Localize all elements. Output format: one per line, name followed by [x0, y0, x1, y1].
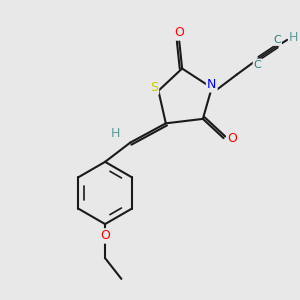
Text: H: H — [289, 31, 298, 44]
Text: H: H — [111, 127, 120, 140]
Text: O: O — [228, 132, 237, 145]
Text: S: S — [150, 81, 158, 94]
Text: C: C — [273, 35, 281, 45]
Text: C: C — [254, 60, 262, 70]
Text: O: O — [100, 230, 110, 242]
Text: O: O — [174, 26, 184, 40]
Text: N: N — [207, 78, 216, 91]
